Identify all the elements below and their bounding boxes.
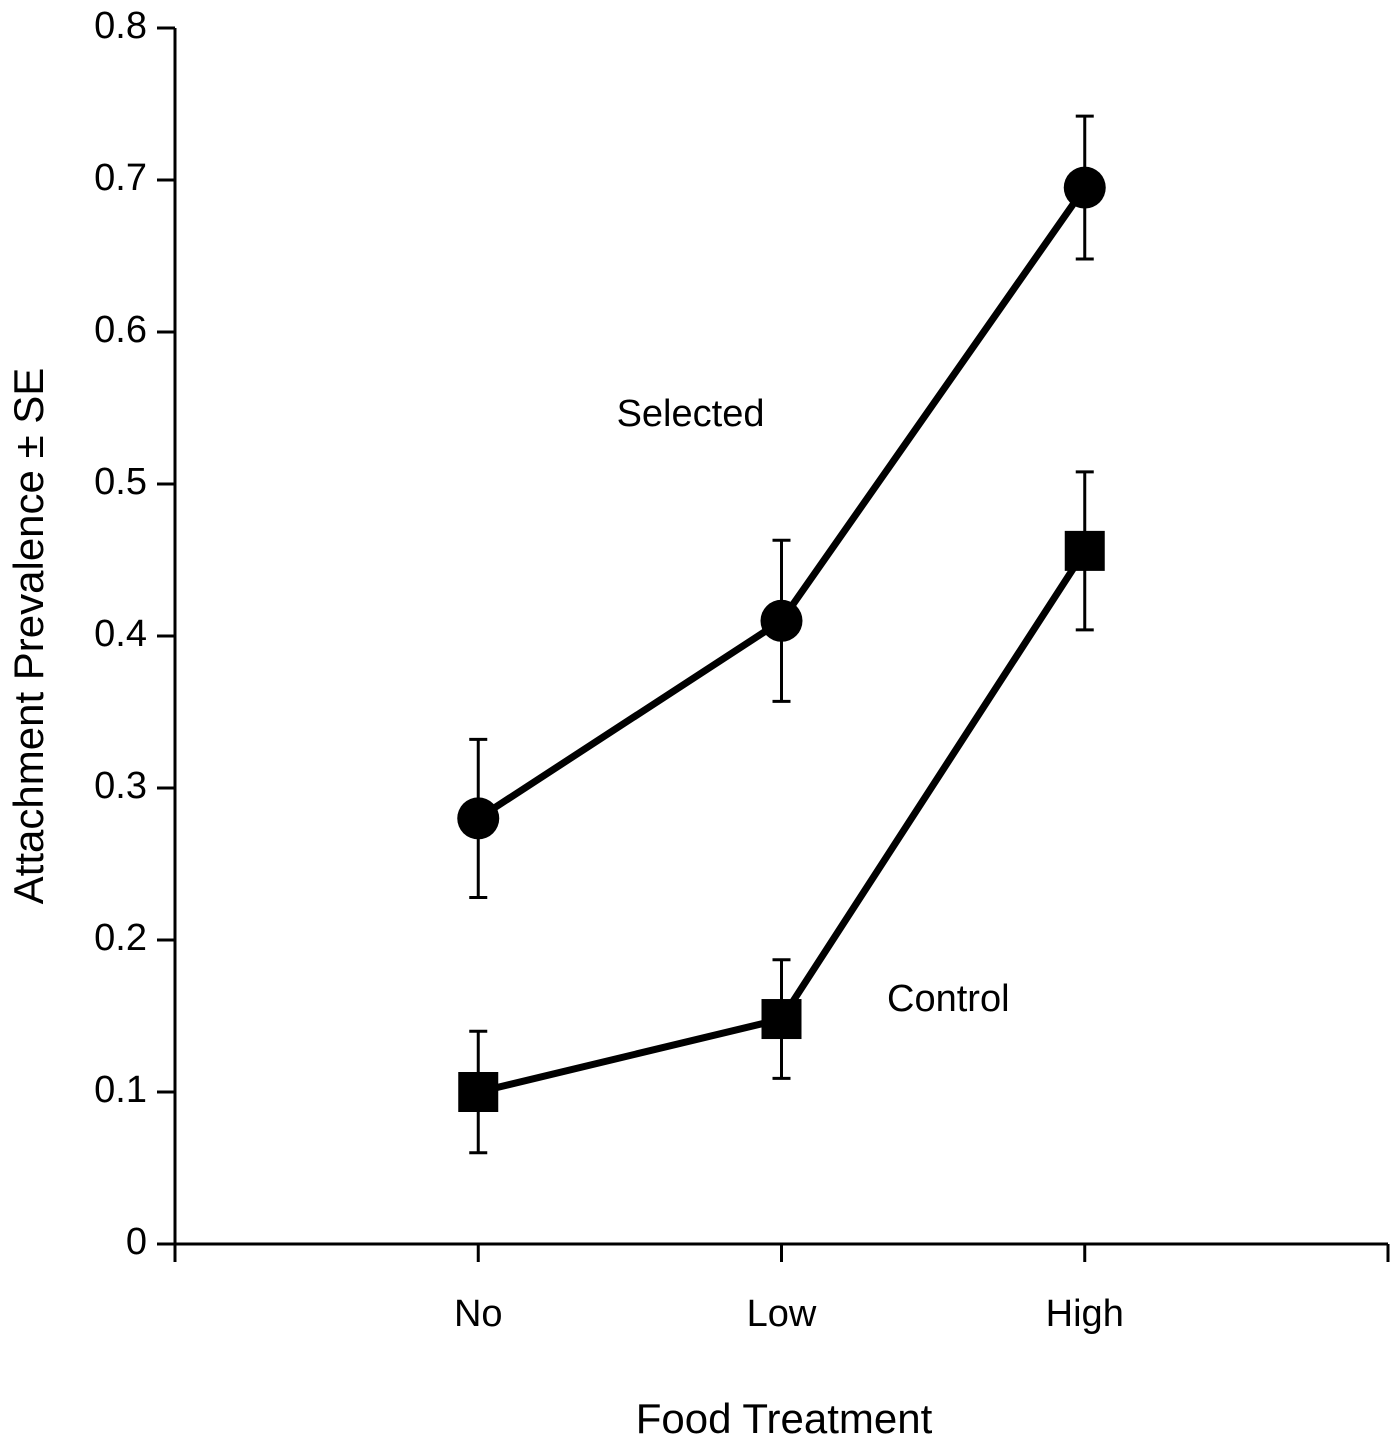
- marker: [761, 999, 802, 1040]
- marker: [760, 599, 803, 642]
- y-tick-label: 0.1: [94, 1069, 147, 1111]
- y-tick-label: 0.8: [94, 5, 147, 47]
- marker: [457, 797, 500, 840]
- y-tick-label: 0.2: [94, 917, 147, 959]
- x-axis-label: Food Treatment: [636, 1395, 933, 1442]
- y-tick-label: 0.3: [94, 765, 147, 807]
- y-tick-label: 0.7: [94, 157, 147, 199]
- y-tick-label: 0.6: [94, 309, 147, 351]
- series-line: [476, 185, 1088, 822]
- x-tick-label: High: [1046, 1293, 1124, 1335]
- x-tick-label: No: [454, 1293, 503, 1335]
- marker: [458, 1072, 499, 1112]
- y-tick-label: 0: [126, 1221, 147, 1263]
- series-label: Control: [887, 978, 1010, 1020]
- marker: [1064, 530, 1105, 571]
- y-tick-label: 0.4: [94, 613, 147, 655]
- y-axis-label: Attachment Prevalence ± SE: [5, 368, 52, 905]
- y-tick-label: 0.5: [94, 461, 147, 503]
- series-label: Selected: [617, 393, 765, 435]
- x-tick-label: Low: [747, 1293, 817, 1335]
- marker: [1063, 166, 1106, 209]
